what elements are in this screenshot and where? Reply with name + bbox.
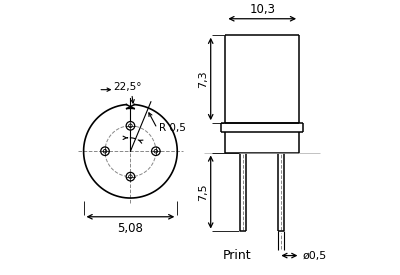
Text: R 0,5: R 0,5 xyxy=(158,123,185,133)
Text: 5,08: 5,08 xyxy=(118,222,143,235)
Circle shape xyxy=(126,122,135,130)
Text: 7,5: 7,5 xyxy=(198,183,208,201)
Circle shape xyxy=(126,172,135,181)
Circle shape xyxy=(101,147,109,155)
Text: ø0,5: ø0,5 xyxy=(303,251,327,261)
Text: Print: Print xyxy=(223,249,251,262)
Text: 22,5°: 22,5° xyxy=(114,82,142,92)
Text: 7,3: 7,3 xyxy=(198,70,208,88)
Circle shape xyxy=(152,147,160,155)
Text: 10,3: 10,3 xyxy=(249,2,275,15)
